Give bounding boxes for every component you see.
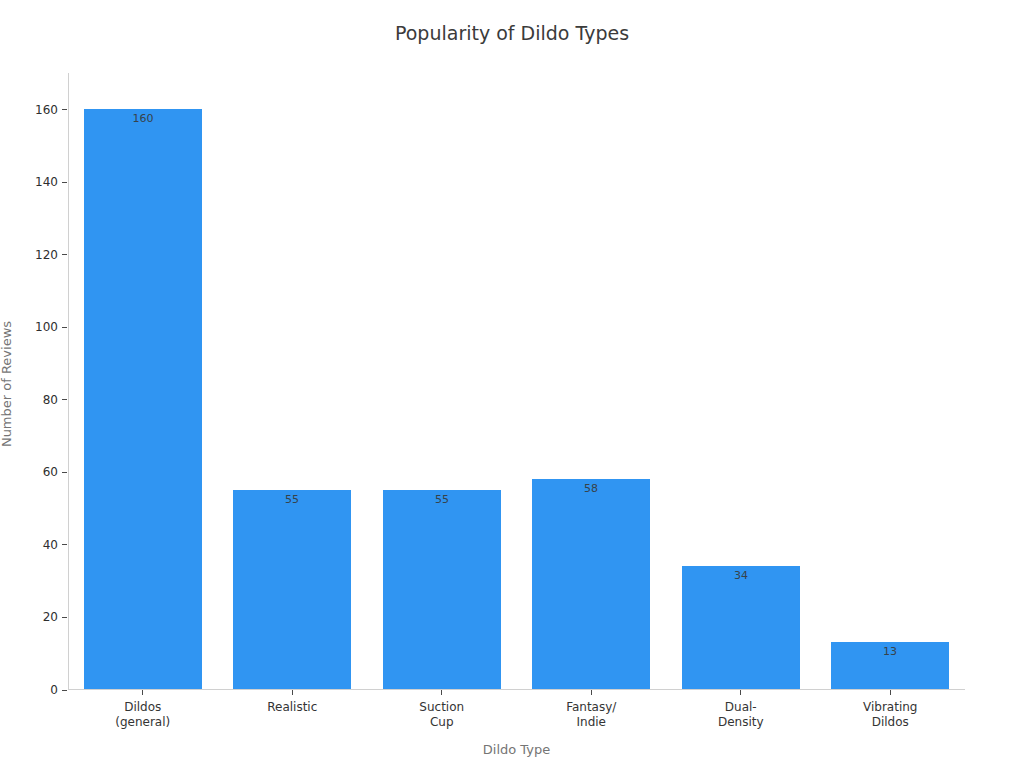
y-tick-mark <box>62 690 67 691</box>
bar-value-label: 34 <box>682 569 800 582</box>
y-tick-mark <box>62 472 67 473</box>
bar-5: 34 <box>682 566 800 689</box>
bar-3: 55 <box>383 490 501 689</box>
bar-value-label: 58 <box>532 482 650 495</box>
y-tick-mark <box>62 399 67 400</box>
bar-4: 58 <box>532 479 650 689</box>
y-tick-label: 20 <box>14 610 58 624</box>
bar-value-label: 55 <box>383 493 501 506</box>
y-axis-title: Number of Reviews <box>0 321 14 447</box>
x-tick-label: Fantasy/Indie <box>517 700 667 730</box>
x-tick-label: Dual-Density <box>666 700 816 730</box>
bar-value-label: 13 <box>831 645 949 658</box>
bar-1: 160 <box>84 109 202 689</box>
y-tick-mark <box>62 544 67 545</box>
y-tick-label: 60 <box>14 465 58 479</box>
y-tick-mark <box>62 617 67 618</box>
x-tick-label: Dildos(general) <box>68 700 218 730</box>
y-tick-label: 100 <box>14 320 58 334</box>
y-tick-label: 80 <box>14 393 58 407</box>
plot-area: 160 55 55 58 34 13 <box>68 73 965 690</box>
bar-2: 55 <box>233 490 351 689</box>
y-tick-label: 160 <box>14 103 58 117</box>
x-tick-mark <box>142 690 143 695</box>
y-tick-label: 120 <box>14 248 58 262</box>
y-axis-line <box>68 73 69 690</box>
x-axis-line <box>68 689 965 690</box>
x-tick-mark <box>441 690 442 695</box>
x-tick-label: Realistic <box>218 700 368 715</box>
x-tick-label: SuctionCup <box>367 700 517 730</box>
y-tick-mark <box>62 109 67 110</box>
y-tick-label: 0 <box>14 683 58 697</box>
y-tick-label: 140 <box>14 175 58 189</box>
x-tick-mark <box>591 690 592 695</box>
x-tick-mark <box>292 690 293 695</box>
y-tick-mark <box>62 182 67 183</box>
bar-chart-figure: Popularity of Dildo Types 1605555583413 … <box>0 0 1024 768</box>
x-tick-mark <box>890 690 891 695</box>
bar-6: 13 <box>831 642 949 689</box>
x-tick-label: VibratingDildos <box>816 700 966 730</box>
bar-value-label: 55 <box>233 493 351 506</box>
x-axis-title: Dildo Type <box>68 742 965 757</box>
y-tick-label: 40 <box>14 538 58 552</box>
bar-value-label: 160 <box>84 112 202 125</box>
y-tick-mark <box>62 254 67 255</box>
chart-title: Popularity of Dildo Types <box>0 22 1024 44</box>
x-tick-mark <box>740 690 741 695</box>
y-tick-mark <box>62 327 67 328</box>
